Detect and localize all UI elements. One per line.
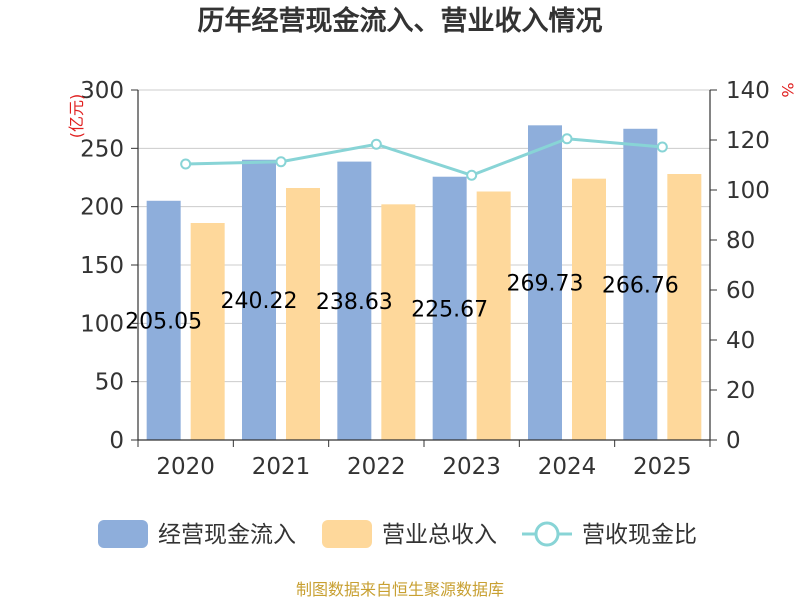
- legend-swatch-cash-inflow: [98, 520, 148, 548]
- ratio-point: [466, 169, 478, 181]
- y2-tick-label: 40: [726, 328, 755, 354]
- bar-revenue: [190, 223, 225, 440]
- bar-data-label: 240.22: [221, 289, 298, 314]
- axes: 0 50 100 150 200 250 300 0 20 40 60 80 100 120 140 2020…: [80, 78, 770, 480]
- chart-title: 历年经营现金流入、营业收入情况: [198, 5, 603, 37]
- y2-axis-unit: %: [778, 82, 797, 97]
- x-tick-label: 2023: [442, 454, 501, 480]
- ratio-line: [180, 133, 668, 181]
- bar-cash-inflow: [528, 125, 562, 440]
- x-tick-label: 2024: [538, 454, 597, 480]
- bar-data-label: 238.63: [316, 290, 393, 315]
- ratio-point: [180, 158, 192, 170]
- y2-tick-label: 100: [726, 178, 770, 204]
- bar-revenue: [381, 204, 416, 440]
- legend-label-revenue: 营业总收入: [382, 522, 497, 548]
- x-tick-label: 2025: [633, 454, 692, 480]
- bar-data-label: 266.76: [602, 273, 679, 298]
- bar-cash-inflow: [146, 200, 181, 440]
- y2-tick-label: 140: [726, 78, 770, 104]
- bar-revenue: [476, 191, 511, 440]
- ratio-point: [275, 156, 287, 168]
- ratio-point: [561, 133, 573, 145]
- legend-swatch-ratio-marker: [534, 521, 560, 547]
- y2-tick-label: 80: [726, 228, 755, 254]
- y-tick-label: 300: [80, 78, 124, 104]
- y-tick-label: 50: [95, 370, 124, 396]
- legend: 经营现金流入 营业总收入 营收现金比: [98, 520, 697, 548]
- legend-swatch-revenue: [322, 520, 372, 548]
- legend-label-ratio: 营收现金比: [582, 522, 697, 548]
- bar-cash-inflow: [623, 128, 658, 440]
- x-tick-label: 2022: [347, 454, 406, 480]
- legend-label-cash-inflow: 经营现金流入: [158, 522, 296, 548]
- bar-data-label: 205.05: [125, 309, 202, 334]
- y2-tick-label: 60: [726, 278, 755, 304]
- y-tick-label: 150: [80, 253, 124, 279]
- source-note: 制图数据来自恒生聚源数据库: [296, 580, 504, 599]
- y2-tick-label: 120: [726, 128, 770, 154]
- bars: [146, 125, 702, 441]
- y-tick-label: 200: [80, 195, 124, 221]
- bar-revenue: [286, 188, 320, 440]
- x-tick-label: 2021: [252, 454, 311, 480]
- ratio-line-path: [185, 137, 663, 177]
- ratio-point: [656, 141, 668, 153]
- y-tick-label: 100: [80, 311, 124, 337]
- gridlines: [138, 89, 710, 383]
- y2-tick-label: 0: [726, 428, 741, 454]
- y-tick-label: 0: [109, 428, 124, 454]
- y-axis-unit: (亿元): [67, 94, 86, 139]
- x-tick-label: 2020: [156, 454, 215, 480]
- bar-cash-inflow: [432, 176, 467, 441]
- y2-tick-label: 20: [726, 378, 755, 404]
- bar-revenue: [572, 178, 606, 440]
- bar-cash-inflow: [337, 161, 372, 440]
- ratio-point: [370, 138, 382, 150]
- y-tick-label: 250: [80, 136, 124, 162]
- bar-data-label: 269.73: [507, 272, 584, 297]
- bar-revenue: [667, 174, 702, 440]
- bar-data-label: 225.67: [411, 297, 488, 322]
- bar-cash-inflow: [242, 159, 276, 440]
